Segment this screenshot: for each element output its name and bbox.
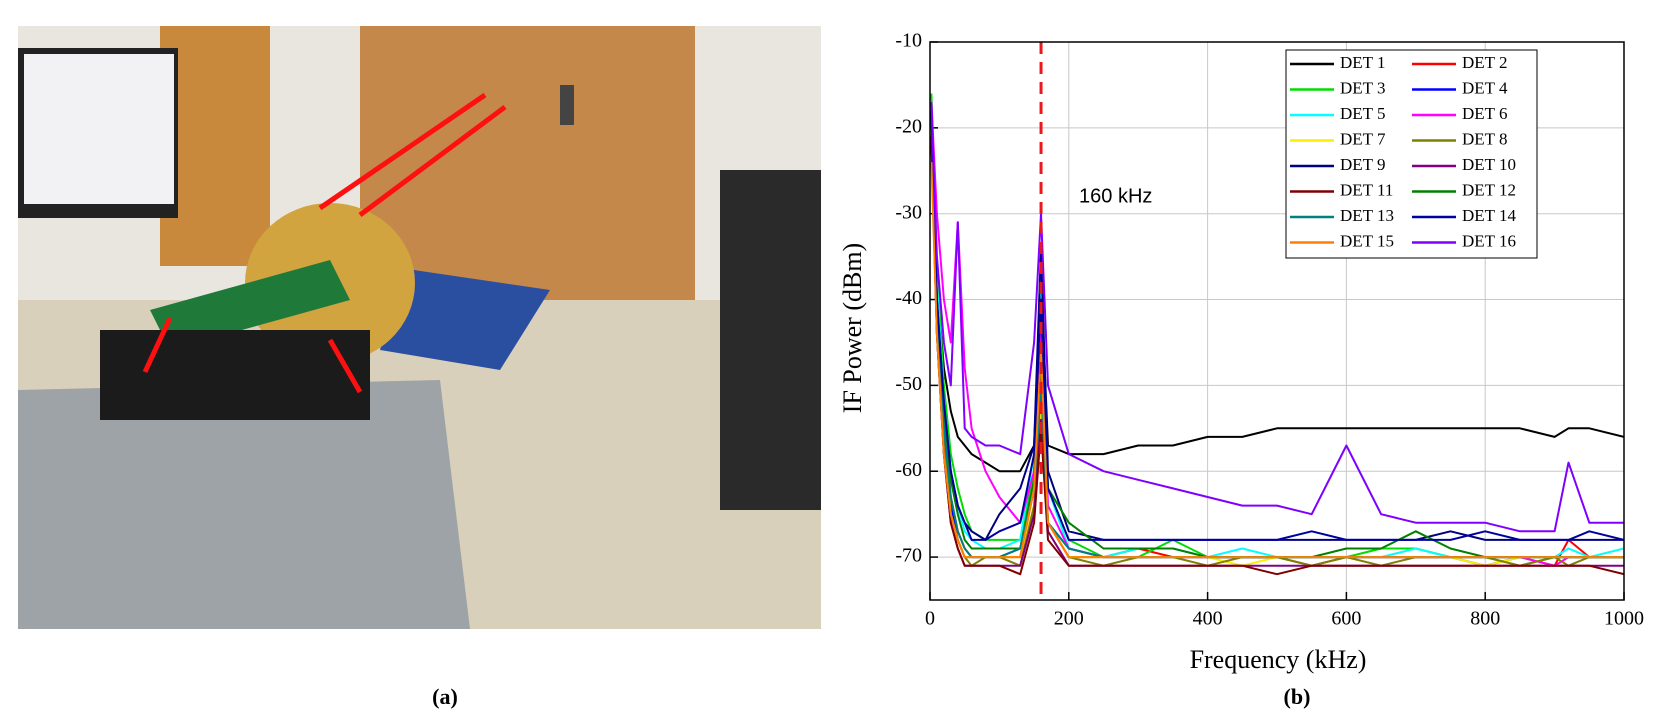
y-axis-label: IF Power (dBm) xyxy=(838,243,867,413)
y-tick-label: -30 xyxy=(895,201,922,223)
legend-label: DET 15 xyxy=(1340,231,1394,250)
x-tick-label: 800 xyxy=(1470,608,1500,630)
series-line xyxy=(930,162,1624,559)
arrow xyxy=(327,338,363,394)
annotation-label: 160 kHz xyxy=(1079,185,1152,207)
circuit-board xyxy=(150,260,350,350)
legend-label: DET 12 xyxy=(1462,180,1516,199)
x-tick-label: 0 xyxy=(925,608,935,630)
arrow xyxy=(358,104,507,218)
panel-label: (b) xyxy=(1284,684,1311,709)
arrow xyxy=(142,316,173,374)
legend-box xyxy=(1285,49,1538,259)
legend-label: DET 16 xyxy=(1462,231,1516,250)
legend-label: DET 2 xyxy=(1462,53,1508,72)
panel-label: (a) xyxy=(432,684,458,709)
y-tick-label: -50 xyxy=(895,373,922,395)
y-tick-label: -60 xyxy=(895,459,922,481)
legend-label: DET 14 xyxy=(1462,206,1516,225)
series-line xyxy=(930,144,1624,576)
monitor-screen xyxy=(24,54,174,204)
blue-mat xyxy=(380,268,550,370)
legend-label: DET 7 xyxy=(1340,129,1386,148)
legend-label: DET 4 xyxy=(1462,78,1508,97)
x-axis-label: Frequency (kHz) xyxy=(1190,645,1367,674)
x-tick-label: 400 xyxy=(1193,608,1223,630)
y-tick-label: -20 xyxy=(895,115,922,137)
cabinet xyxy=(160,26,270,266)
optical-table xyxy=(18,380,470,629)
legend-label: DET 1 xyxy=(1340,53,1386,72)
plot-frame xyxy=(929,41,1625,601)
y-tick-label: -70 xyxy=(895,545,922,567)
legend-label: DET 8 xyxy=(1462,129,1508,148)
legend-label: DET 6 xyxy=(1462,104,1508,123)
arrow xyxy=(318,92,487,211)
legend-label: DET 5 xyxy=(1340,104,1386,123)
series-line xyxy=(930,110,1624,541)
mount xyxy=(100,330,370,420)
legend-label: DET 11 xyxy=(1340,180,1393,199)
legend-label: DET 10 xyxy=(1462,155,1516,174)
series-line xyxy=(930,127,1624,473)
y-tick-label: -40 xyxy=(895,287,922,309)
legend-label: DET 3 xyxy=(1340,78,1386,97)
legend-label: DET 13 xyxy=(1340,206,1394,225)
y-tick-label: -10 xyxy=(895,30,922,52)
series-line xyxy=(930,102,1624,533)
legend-label: DET 9 xyxy=(1340,155,1386,174)
x-tick-label: 200 xyxy=(1054,608,1084,630)
photo xyxy=(18,26,821,629)
equipment xyxy=(720,170,821,510)
door-handle xyxy=(560,85,574,125)
x-tick-label: 600 xyxy=(1331,608,1361,630)
x-tick-label: 1000 xyxy=(1604,608,1644,630)
